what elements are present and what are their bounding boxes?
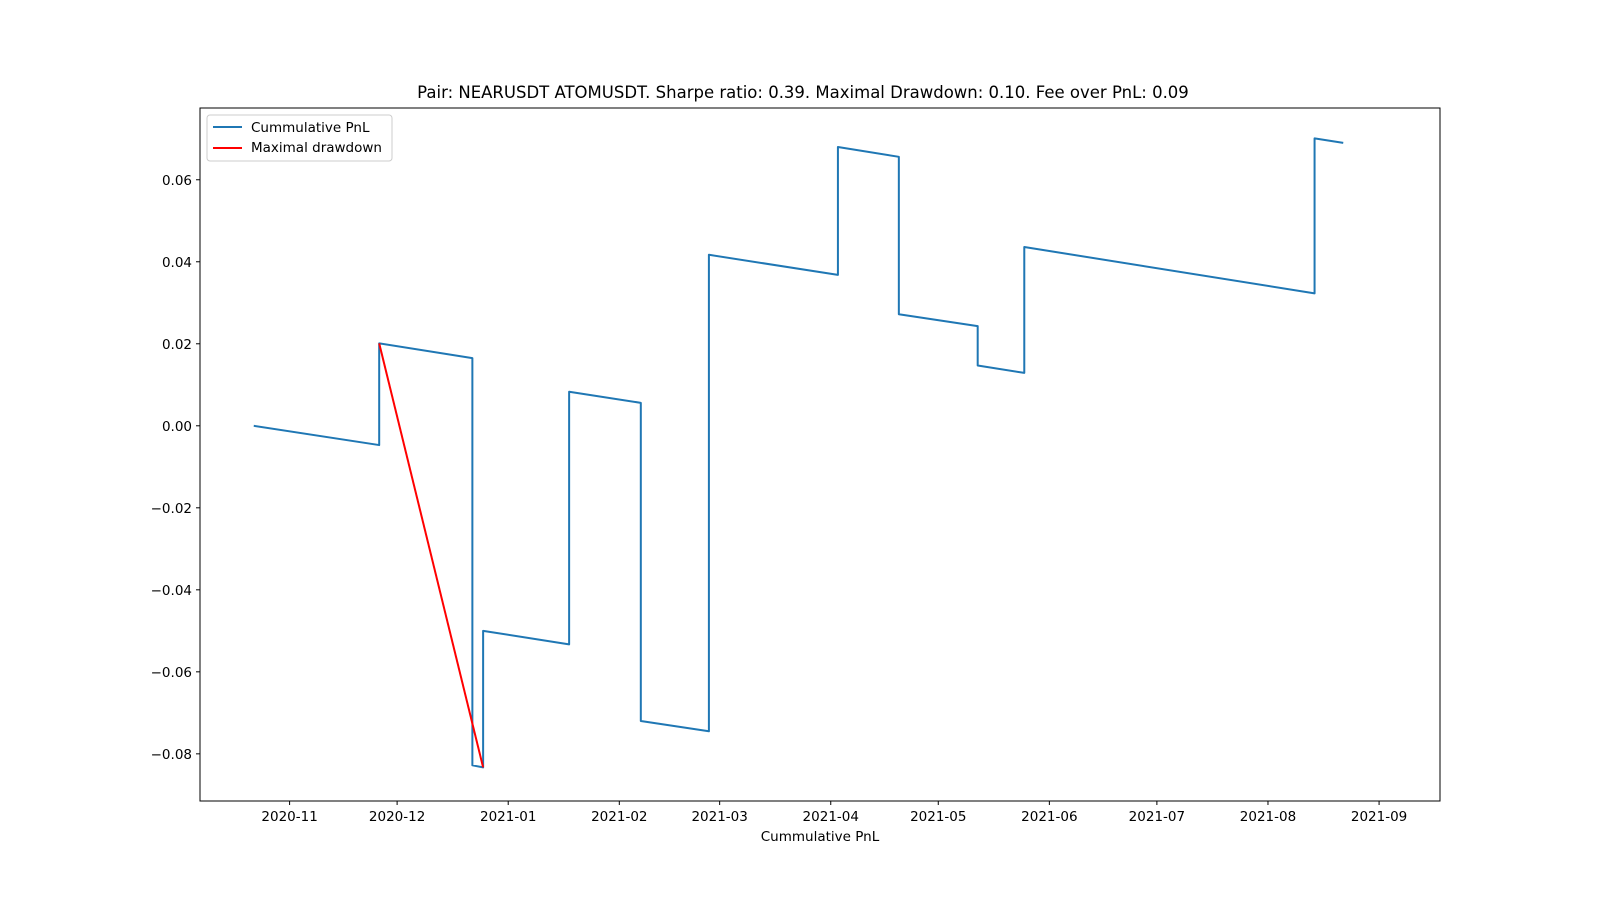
y-tick-label: 0.02 bbox=[162, 337, 192, 353]
x-tick-label: 2021-08 bbox=[1240, 809, 1296, 825]
x-tick-label: 2021-09 bbox=[1351, 809, 1407, 825]
y-tick-label: −0.04 bbox=[151, 583, 192, 599]
x-axis-label: Cummulative PnL bbox=[761, 829, 880, 845]
x-tick-label: 2020-12 bbox=[369, 809, 425, 825]
y-tick-label: −0.06 bbox=[151, 665, 192, 681]
y-tick-label: −0.08 bbox=[151, 747, 192, 763]
cummulative-pnl-line bbox=[253, 137, 1344, 769]
x-tick-label: 2021-06 bbox=[1021, 809, 1077, 825]
y-tick-label: 0.04 bbox=[162, 255, 192, 271]
legend-box bbox=[206, 114, 393, 162]
legend-label-maximal-drawdown: Maximal drawdown bbox=[251, 140, 382, 156]
plot-lines bbox=[253, 137, 1344, 769]
maximal-drawdown-line bbox=[378, 343, 485, 768]
x-tick-label: 2021-07 bbox=[1129, 809, 1185, 825]
y-tick-label: −0.02 bbox=[151, 501, 192, 517]
x-tick-label: 2020-11 bbox=[261, 809, 317, 825]
plot-area-frame bbox=[199, 107, 1441, 802]
legend: Cummulative PnL Maximal drawdown bbox=[206, 114, 393, 162]
y-tick-label: 0.06 bbox=[162, 173, 192, 189]
legend-label-cummulative-pnl: Cummulative PnL bbox=[251, 120, 370, 136]
chart-title: Pair: NEARUSDT ATOMUSDT. Sharpe ratio: 0… bbox=[417, 83, 1189, 102]
x-tick-label: 2021-04 bbox=[803, 809, 859, 825]
x-tick-label: 2021-03 bbox=[691, 809, 747, 825]
y-tick-label: 0.00 bbox=[162, 419, 192, 435]
y-axis: −0.08 −0.06 −0.04 −0.02 0.00 0.02 0.04 0.06 bbox=[151, 173, 200, 763]
x-tick-label: 2021-01 bbox=[480, 809, 536, 825]
x-axis: 2020-11 2020-12 2021-01 2021-02 2021-03 2021-… bbox=[261, 801, 1407, 825]
x-tick-label: 2021-02 bbox=[591, 809, 647, 825]
x-tick-label: 2021-05 bbox=[910, 809, 966, 825]
